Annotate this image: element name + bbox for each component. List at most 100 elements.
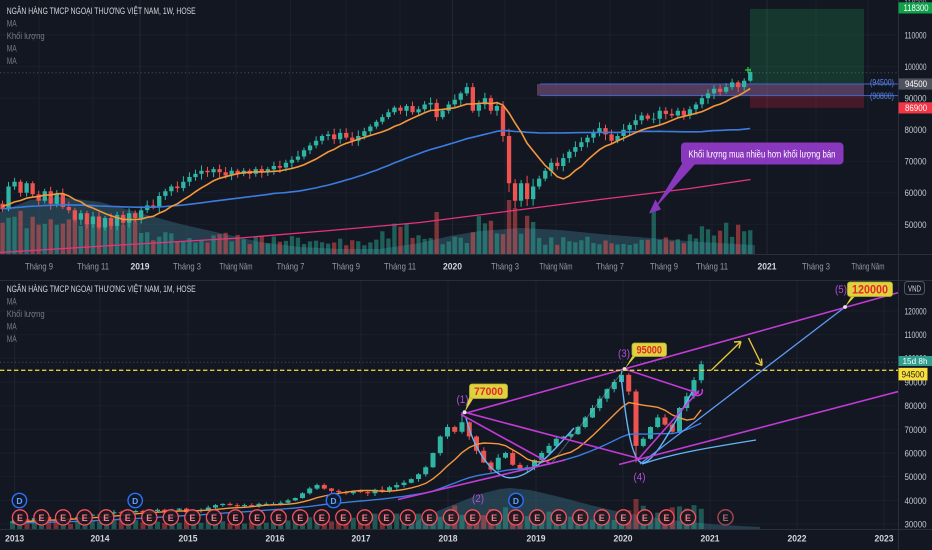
svg-text:15d 8h: 15d 8h [903,356,928,366]
svg-text:E: E [599,513,605,523]
svg-text:94500: 94500 [905,79,927,89]
svg-text:2016: 2016 [266,534,285,545]
svg-text:NGÂN HÀNG TMCP NGOẠI THƯƠNG VI: NGÂN HÀNG TMCP NGOẠI THƯƠNG VIỆT NAM, 1W… [7,6,196,17]
svg-text:50000: 50000 [905,220,927,231]
svg-text:E: E [168,513,174,523]
svg-text:E: E [577,513,583,523]
svg-text:E: E [146,513,152,523]
svg-text:E: E [685,513,691,523]
svg-text:D: D [513,496,519,506]
svg-text:E: E [534,513,540,523]
svg-text:D: D [330,496,336,506]
svg-text:E: E [513,513,519,523]
svg-text:2023: 2023 [875,534,894,545]
svg-text:60000: 60000 [905,448,927,459]
svg-text:2021: 2021 [758,262,778,273]
svg-text:110000: 110000 [905,330,927,341]
svg-text:E: E [491,513,497,523]
svg-text:(4): (4) [634,472,646,484]
svg-text:Tháng 11: Tháng 11 [77,262,109,273]
svg-text:2022: 2022 [788,534,807,545]
svg-text:E: E [189,513,195,523]
svg-text:2018: 2018 [439,534,458,545]
svg-text:(90800): (90800) [870,91,894,102]
svg-text:E: E [103,513,109,523]
svg-text:(1): (1) [457,394,469,406]
svg-text:E: E [556,513,562,523]
svg-text:(3): (3) [618,348,630,360]
svg-text:Tháng 7: Tháng 7 [596,262,624,273]
svg-text:(2): (2) [472,493,484,505]
svg-text:E: E [426,513,432,523]
svg-text:E: E [722,513,728,523]
svg-text:2019: 2019 [527,534,546,545]
svg-text:120000: 120000 [852,283,888,297]
svg-text:90000: 90000 [905,377,927,388]
svg-text:MA: MA [7,297,17,307]
svg-text:E: E [125,513,131,523]
svg-text:E: E [17,513,23,523]
svg-text:77000: 77000 [474,386,503,398]
svg-text:2020: 2020 [443,262,462,273]
svg-text:E: E [405,513,411,523]
svg-text:Tháng 9: Tháng 9 [650,262,678,273]
svg-text:(5): (5) [835,284,847,296]
svg-text:Tháng Năm: Tháng Năm [540,262,573,273]
svg-text:Tháng 9: Tháng 9 [25,262,53,273]
svg-text:E: E [470,513,476,523]
svg-text:D: D [16,496,22,506]
svg-text:2019: 2019 [131,262,150,273]
svg-text:118300: 118300 [904,3,929,13]
svg-text:VND: VND [908,283,921,293]
svg-text:80000: 80000 [905,125,927,136]
svg-text:2020: 2020 [614,534,633,545]
svg-text:(94500): (94500) [870,78,894,89]
svg-text:E: E [383,513,389,523]
svg-text:E: E [276,513,282,523]
svg-text:E: E [362,513,368,523]
svg-text:MA: MA [7,19,17,29]
svg-text:70000: 70000 [905,425,927,436]
svg-text:2021: 2021 [701,534,721,545]
svg-text:40000: 40000 [905,496,927,507]
svg-text:94500: 94500 [902,369,925,380]
svg-text:Khối lượng: Khối lượng [7,309,45,319]
svg-text:E: E [297,513,303,523]
svg-text:30000: 30000 [905,519,927,530]
svg-text:Tháng 3: Tháng 3 [802,262,830,273]
svg-text:NGÂN HÀNG TMCP NGOẠI THƯƠNG VI: NGÂN HÀNG TMCP NGOẠI THƯƠNG VIỆT NAM, 1M… [7,284,196,295]
svg-text:MA: MA [7,334,17,344]
svg-text:70000: 70000 [905,157,927,168]
svg-text:2013: 2013 [5,534,24,545]
svg-text:E: E [254,513,260,523]
svg-text:Tháng 11: Tháng 11 [696,262,728,273]
svg-text:E: E [211,513,217,523]
svg-text:E: E [448,513,454,523]
svg-text:Tháng Năm: Tháng Năm [852,262,885,273]
svg-text:2017: 2017 [352,534,371,545]
svg-text:MA: MA [7,322,17,332]
svg-text:E: E [232,513,238,523]
svg-text:50000: 50000 [905,472,927,483]
svg-text:E: E [642,513,648,523]
svg-text:95000: 95000 [637,345,663,357]
svg-text:Khối lượng: Khối lượng [7,31,45,41]
svg-text:E: E [340,513,346,523]
svg-text:Tháng 11: Tháng 11 [384,262,416,273]
svg-text:86900: 86900 [905,103,927,113]
svg-text:Khối lượng mua nhiều hơn khối: Khối lượng mua nhiều hơn khối lượng bán [689,149,836,161]
svg-text:E: E [663,513,669,523]
svg-text:Tháng 9: Tháng 9 [332,262,360,273]
svg-text:110000: 110000 [905,30,927,41]
svg-text:2014: 2014 [91,534,111,545]
svg-text:80000: 80000 [905,401,927,412]
svg-text:D: D [132,496,138,506]
svg-text:120000: 120000 [905,306,927,317]
svg-text:90000: 90000 [905,94,927,105]
svg-text:E: E [319,513,325,523]
svg-text:Tháng 3: Tháng 3 [491,262,519,273]
svg-text:MA: MA [7,44,17,54]
svg-text:Tháng 7: Tháng 7 [277,262,305,273]
svg-text:Tháng Năm: Tháng Năm [220,262,253,273]
svg-text:E: E [60,513,66,523]
